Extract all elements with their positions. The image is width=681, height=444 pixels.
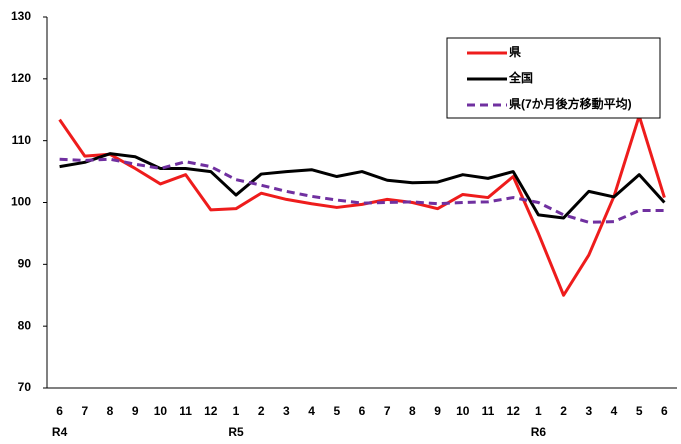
- y-tick-label: 100: [11, 195, 31, 209]
- x-tick-label: 4: [308, 404, 315, 418]
- y-tick-label: 90: [18, 257, 32, 271]
- x-tick-label: 10: [456, 404, 470, 418]
- x-tick-label: 10: [154, 404, 168, 418]
- x-tick-label: 6: [661, 404, 668, 418]
- x-tick-label: 8: [107, 404, 114, 418]
- x-tick-label: 7: [81, 404, 88, 418]
- year-label: R4: [52, 425, 68, 439]
- x-tick-label: 9: [132, 404, 139, 418]
- x-tick-label: 8: [409, 404, 416, 418]
- legend-label: 県(7か月後方移動平均): [509, 96, 632, 111]
- x-tick-label: 5: [333, 404, 340, 418]
- year-label: R6: [531, 425, 547, 439]
- x-tick-label: 2: [258, 404, 265, 418]
- x-tick-label: 12: [204, 404, 218, 418]
- year-label: R5: [228, 425, 244, 439]
- x-tick-label: 3: [283, 404, 290, 418]
- legend-label: 県: [509, 45, 521, 59]
- x-tick-label: 1: [535, 404, 542, 418]
- x-tick-label: 12: [507, 404, 521, 418]
- x-tick-label: 11: [179, 404, 192, 418]
- x-tick-label: 11: [482, 404, 495, 418]
- y-tick-label: 120: [11, 71, 31, 85]
- y-tick-label: 70: [18, 380, 32, 394]
- x-tick-label: 7: [384, 404, 391, 418]
- series-line: [59, 157, 665, 224]
- y-tick-label: 130: [11, 9, 31, 23]
- x-tick-label: 4: [611, 404, 618, 418]
- series-line: [59, 152, 666, 220]
- x-tick-label: 9: [434, 404, 441, 418]
- x-tick-label: 2: [560, 404, 567, 418]
- y-tick-label: 80: [18, 318, 32, 332]
- x-tick-label: 3: [585, 404, 592, 418]
- x-tick-label: 5: [636, 404, 643, 418]
- x-tick-label: 6: [56, 404, 63, 418]
- x-tick-label: 1: [233, 404, 240, 418]
- y-tick-label: 110: [12, 133, 32, 147]
- legend-label: 全国: [508, 70, 533, 85]
- series-line: [58, 114, 666, 297]
- x-tick-label: 6: [359, 404, 366, 418]
